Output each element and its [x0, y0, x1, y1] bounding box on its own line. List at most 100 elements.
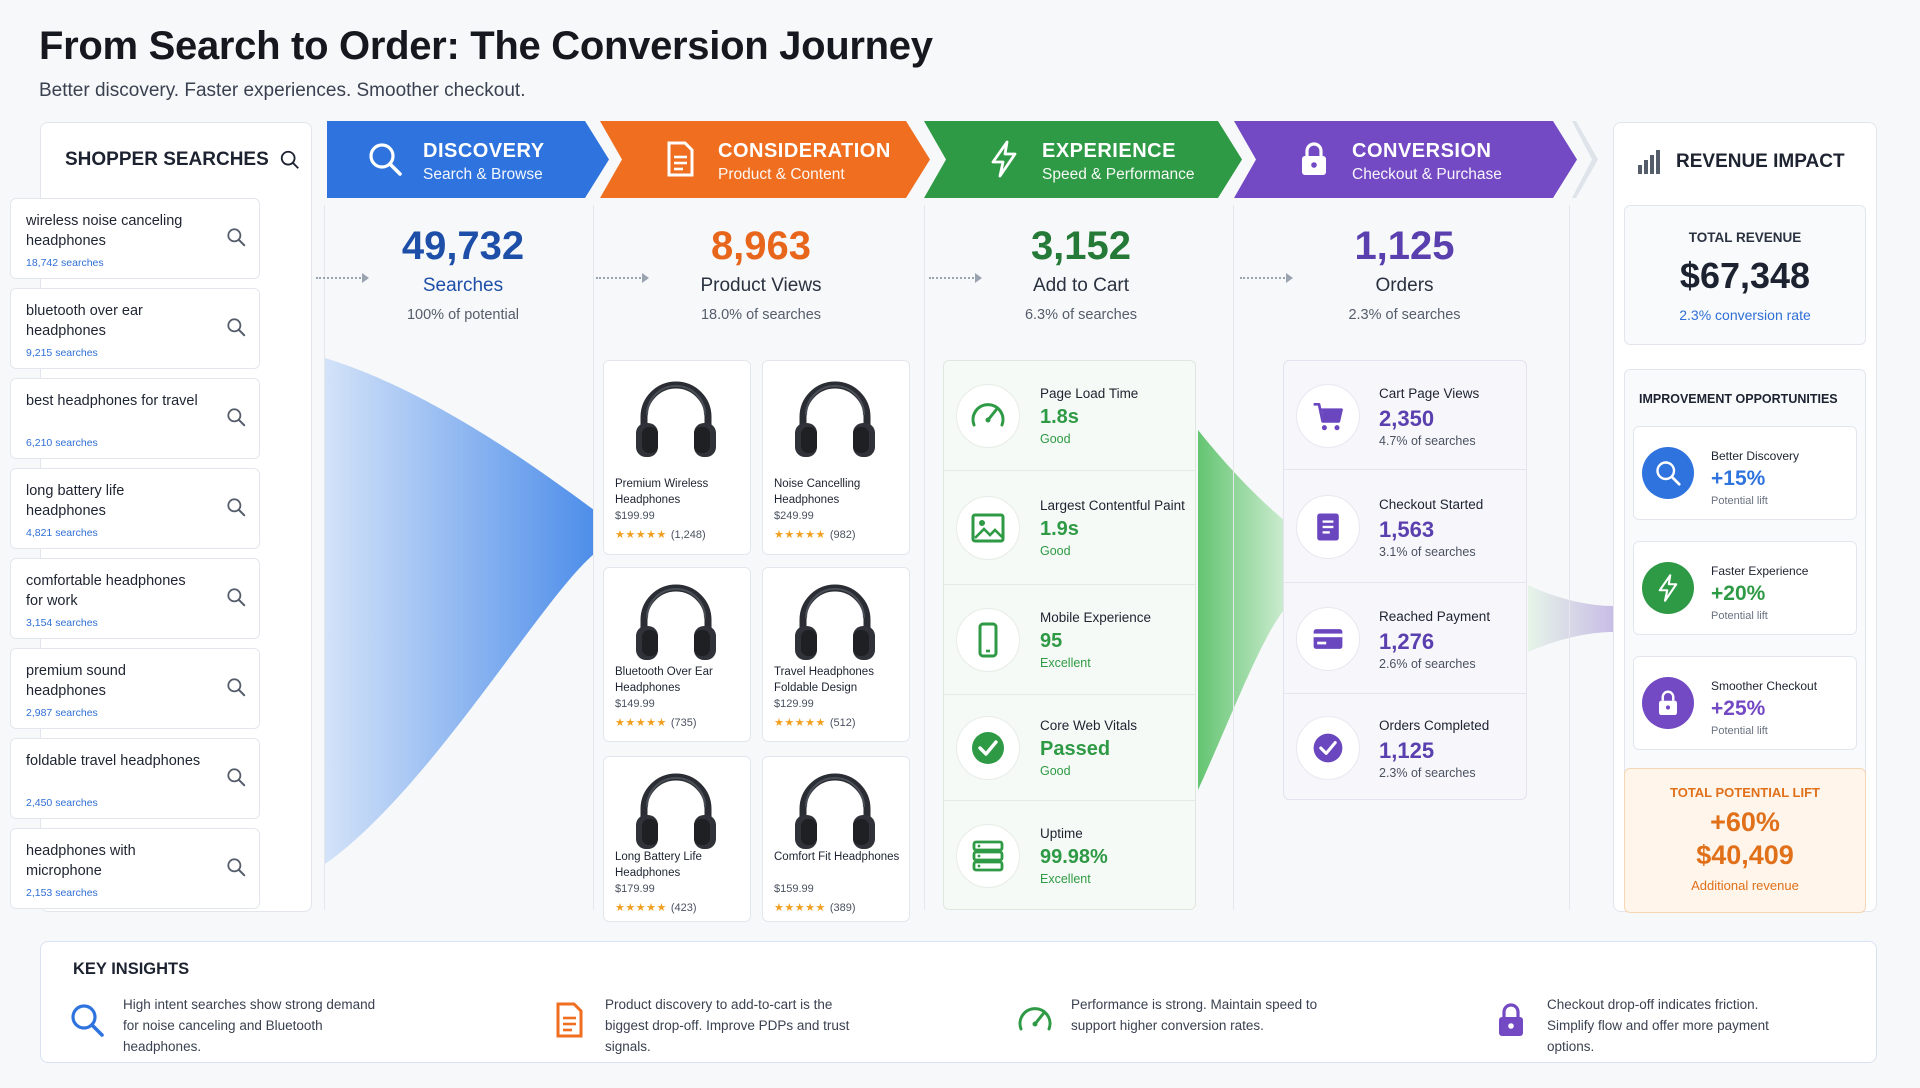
lightning-icon — [1642, 562, 1694, 614]
conversion-step-percent: 2.3% of searches — [1379, 765, 1476, 780]
conversion-step-label: Orders Completed — [1379, 717, 1490, 733]
stage-subtitle: Product & Content — [718, 166, 845, 183]
conversion-funnel-band — [1528, 585, 1614, 652]
search-query-item[interactable]: bluetooth over ear headphones 9,215 searc… — [10, 288, 260, 369]
search-query-item[interactable]: headphones with microphone 2,153 searches — [10, 828, 260, 909]
percent-suffix: of searches — [1381, 307, 1461, 323]
experience-metric-status: Good — [1040, 432, 1071, 446]
document-icon — [660, 139, 700, 179]
product-card[interactable]: Premium Wireless Headphones $199.99 ★★★★★(… — [603, 360, 751, 555]
check-circle-icon — [1296, 715, 1360, 780]
search-query-text: bluetooth over ear headphones — [26, 303, 143, 339]
experience-metric-status: Good — [1040, 764, 1071, 778]
revenue-impact-panel: REVENUE IMPACT TOTAL REVENUE $67,348 2.3… — [1613, 122, 1877, 913]
conversion-step-percent: 4.7% of searches — [1379, 433, 1476, 448]
search-icon — [1642, 447, 1694, 499]
lift-value: $40,409 — [1696, 840, 1794, 870]
search-query-item[interactable]: comfortable headphones for work 3,154 sea… — [10, 558, 260, 639]
search-icon — [225, 856, 247, 878]
stage-chevron-discovery: DISCOVERY Search & Browse — [327, 121, 609, 198]
opportunity-label: Better Discovery — [1711, 449, 1800, 463]
search-icon — [225, 496, 247, 518]
experience-metric-row: Core Web Vitals Passed Good — [944, 695, 1195, 801]
stage-title: CONVERSION — [1352, 140, 1492, 162]
opportunity-value: +25% — [1711, 697, 1766, 720]
experience-metric-label: Uptime — [1040, 826, 1083, 841]
search-query-item[interactable]: premium sound headphones 2,987 searches — [10, 648, 260, 729]
server-icon — [956, 824, 1020, 888]
revenue-impact-heading: REVENUE IMPACT — [1636, 149, 1845, 175]
star-rating-icon: ★★★★★ — [774, 529, 826, 541]
search-query-text: wireless noise canceling headphones — [26, 213, 183, 249]
experience-metric-value: 99.98% — [1040, 846, 1108, 868]
conversion-step-label: Checkout Started — [1379, 496, 1484, 512]
headphones-product-image — [787, 763, 883, 859]
headphones-product-image — [628, 371, 724, 467]
search-icon — [225, 226, 247, 248]
star-rating-icon: ★★★★★ — [615, 717, 667, 729]
search-query-item[interactable]: best headphones for travel 6,210 searches — [10, 378, 260, 459]
cart-icon — [1296, 383, 1360, 448]
product-name: Bluetooth Over Ear Headphones — [615, 666, 713, 694]
headphones-product-image — [787, 574, 883, 670]
insight-text: Product discovery to add-to-cart is the … — [605, 997, 850, 1054]
product-card[interactable]: Comfort Fit Headphones $159.99 ★★★★★ (389) — [762, 756, 910, 922]
conversion-step-row: Cart Page Views 2,350 4.7% of searches — [1284, 361, 1526, 470]
document-icon — [549, 1000, 589, 1040]
product-name: Long Battery Life Headphones — [615, 851, 702, 879]
stage-title: DISCOVERY — [423, 140, 545, 162]
experience-metric-label: Page Load Time — [1040, 386, 1139, 401]
product-card[interactable]: Long Battery Life Headphones $179.99 ★★★★★… — [603, 756, 751, 922]
search-icon — [225, 766, 247, 788]
search-query-text: headphones with microphone — [26, 843, 136, 879]
mobile-icon — [956, 608, 1020, 672]
stage-subtitle: Speed & Performance — [1042, 166, 1195, 183]
stage-chevron-conversion: CONVERSION Checkout & Purchase — [1234, 121, 1577, 198]
review-count: (1,248) — [670, 529, 706, 541]
headphones-product-image — [787, 371, 883, 467]
opportunity-value: +15% — [1711, 467, 1766, 490]
stage-title: EXPERIENCE — [1042, 140, 1176, 162]
search-query-text: comfortable headphones for work — [26, 573, 186, 609]
headphones-product-image — [628, 763, 724, 859]
opportunity-card: Smoother Checkout +25% Potential lift — [1633, 656, 1857, 750]
opportunity-card: Faster Experience +20% Potential lift — [1633, 541, 1857, 635]
product-card[interactable]: Travel Headphones Foldable Design $129.99… — [762, 567, 910, 742]
search-icon — [280, 150, 299, 169]
conversion-steps-panel: Cart Page Views 2,350 4.7% of searches Chec… — [1283, 360, 1527, 800]
search-query-text: foldable travel headphones — [26, 753, 201, 769]
stage-metric: 49,732 Searches 100% of potential — [327, 224, 599, 323]
review-count: (389) — [829, 902, 856, 914]
product-price: $249.99 — [774, 510, 814, 522]
lock-icon — [1642, 677, 1694, 729]
conversion-step-percent: 2.6% of searches — [1379, 656, 1476, 671]
experience-metric-status: Excellent — [1040, 872, 1091, 886]
percent-suffix: of searches — [742, 307, 822, 323]
stage-metric-value: 49,732 — [401, 224, 525, 268]
shopper-searches-heading: SHOPPER SEARCHES — [65, 149, 301, 171]
experience-metric-status: Excellent — [1040, 656, 1091, 670]
product-rating: ★★★★★ (389) — [774, 901, 856, 914]
conversion-step-percent: 3.1% of searches — [1379, 544, 1476, 559]
product-card[interactable]: Noise Cancelling Headphones $249.99 ★★★★★(… — [762, 360, 910, 555]
search-query-count: 2,450 searches — [26, 797, 98, 809]
percent-value: 6.3% — [1024, 307, 1059, 323]
search-icon — [225, 676, 247, 698]
bar-chart-icon — [1638, 150, 1660, 174]
experience-metric-label: Largest Contentful Paint — [1040, 498, 1185, 513]
gauge-icon — [1015, 1000, 1055, 1040]
search-query-item[interactable]: foldable travel headphones 2,450 searches — [10, 738, 260, 819]
experience-metric-value: 95 — [1040, 630, 1063, 652]
product-card[interactable]: Bluetooth Over Ear Headphones $149.99 ★★★★… — [603, 567, 751, 742]
conversion-step-value: 1,563 — [1379, 516, 1435, 542]
search-query-item[interactable]: wireless noise canceling headphones 18,74… — [10, 198, 260, 279]
search-query-item[interactable]: long battery life headphones 4,821 search… — [10, 468, 260, 549]
percent-value: 2.3% — [1348, 307, 1382, 323]
product-rating: ★★★★★ (1,248) — [615, 528, 706, 541]
stage-subtitle: Search & Browse — [423, 166, 543, 183]
stage-metric-percent: 6.3% of searches — [928, 307, 1234, 323]
product-price: $179.99 — [615, 883, 655, 895]
search-query-count: 2,987 searches — [26, 707, 98, 719]
gauge-icon — [956, 384, 1020, 448]
percent-value: 18.0% — [700, 307, 743, 323]
